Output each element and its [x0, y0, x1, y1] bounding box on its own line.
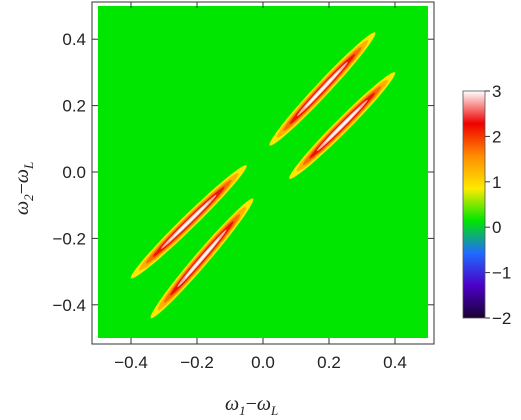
colorbar: 3 2 1 0 −1 −2 [462, 82, 511, 328]
heatmap-background [98, 6, 428, 338]
colorbar-gradient [462, 90, 486, 319]
x-tick-label: −0.4 [114, 353, 148, 372]
y-axis: −0.4 −0.2 0.0 0.2 0.4 [52, 30, 434, 315]
colorbar-tick-label: 1 [492, 173, 501, 192]
svg-text:ω2−ωL: ω2−ωL [11, 162, 36, 215]
x-axis-label: ω1−ωL [225, 393, 278, 418]
x-tick-label: 0.0 [251, 353, 275, 372]
ridge-upper-left [130, 165, 247, 279]
x-tick-label: 0.4 [383, 353, 407, 372]
y-tick-label: 0.4 [62, 30, 86, 49]
x-tick-label: 0.2 [317, 353, 341, 372]
ridge-contour [324, 107, 361, 144]
ridge-right [289, 72, 396, 179]
ridge-contour [169, 202, 209, 242]
x-tick-label: −0.2 [180, 353, 214, 372]
ridge-lower-center [150, 198, 254, 319]
colorbar-tick-label: 0 [492, 218, 501, 237]
colorbar-tick-label: −2 [492, 309, 511, 328]
x-axis: −0.4 −0.2 0.0 0.2 0.4 [114, 2, 407, 372]
colorbar-tick-label: 3 [492, 82, 501, 101]
ridge-upper-center [269, 32, 376, 146]
plot-area [91, 1, 435, 345]
ridge-contour [184, 237, 220, 279]
y-axis-label: ω2−ωL [11, 162, 36, 215]
colorbar-tick-label: −1 [492, 264, 511, 283]
y-tick-label: −0.4 [52, 296, 86, 315]
colorbar-tick-label: 2 [492, 127, 501, 146]
ridge-contour [304, 69, 341, 109]
y-tick-label: −0.2 [52, 229, 86, 248]
svg-text:ω1−ωL: ω1−ωL [225, 393, 278, 418]
y-tick-label: 0.0 [62, 163, 86, 182]
y-tick-label: 0.2 [62, 97, 86, 116]
